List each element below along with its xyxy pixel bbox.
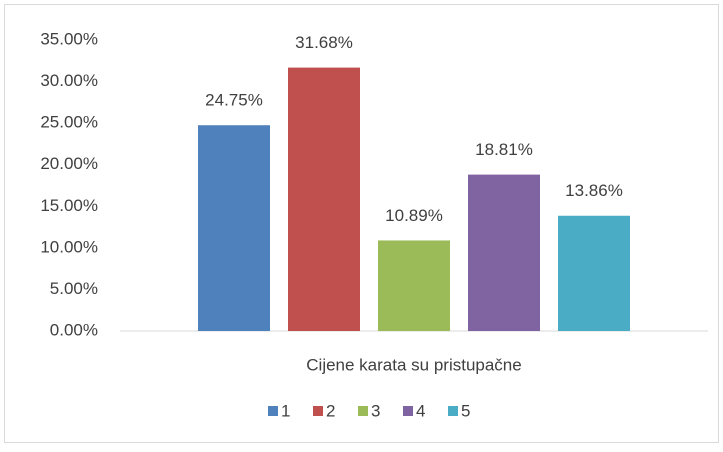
y-tick-label: 15.00% (40, 196, 98, 215)
value-label: 10.89% (385, 206, 443, 225)
value-label: 24.75% (205, 91, 263, 110)
x-tick-label: Cijene karata su pristupačne (306, 355, 521, 374)
value-label: 13.86% (565, 181, 623, 200)
bar (558, 215, 630, 331)
value-label: 31.68% (295, 33, 353, 52)
y-tick-label: 20.00% (40, 154, 98, 173)
legend-label: 4 (416, 401, 425, 420)
value-label: 18.81% (475, 140, 533, 159)
legend-label: 5 (461, 401, 470, 420)
y-tick-label: 30.00% (40, 71, 98, 90)
bar (288, 67, 360, 332)
legend-swatch (358, 406, 368, 416)
legend-label: 3 (371, 401, 380, 420)
legend-label: 2 (326, 401, 335, 420)
y-tick-label: 25.00% (40, 113, 98, 132)
y-tick-label: 35.00% (40, 29, 98, 48)
bar (198, 125, 270, 331)
y-tick-label: 5.00% (50, 279, 98, 298)
legend-label: 1 (281, 401, 290, 420)
bar (468, 174, 540, 331)
legend-swatch (313, 406, 323, 416)
y-tick-label: 10.00% (40, 237, 98, 256)
y-tick-label: 0.00% (50, 320, 98, 339)
legend-swatch (268, 406, 278, 416)
legend-swatch (448, 406, 458, 416)
legend-swatch (403, 406, 413, 416)
bar (378, 240, 450, 331)
